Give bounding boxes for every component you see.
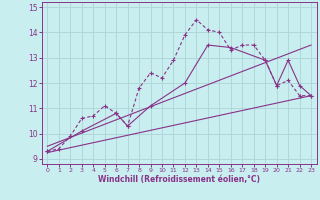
X-axis label: Windchill (Refroidissement éolien,°C): Windchill (Refroidissement éolien,°C) bbox=[98, 175, 260, 184]
